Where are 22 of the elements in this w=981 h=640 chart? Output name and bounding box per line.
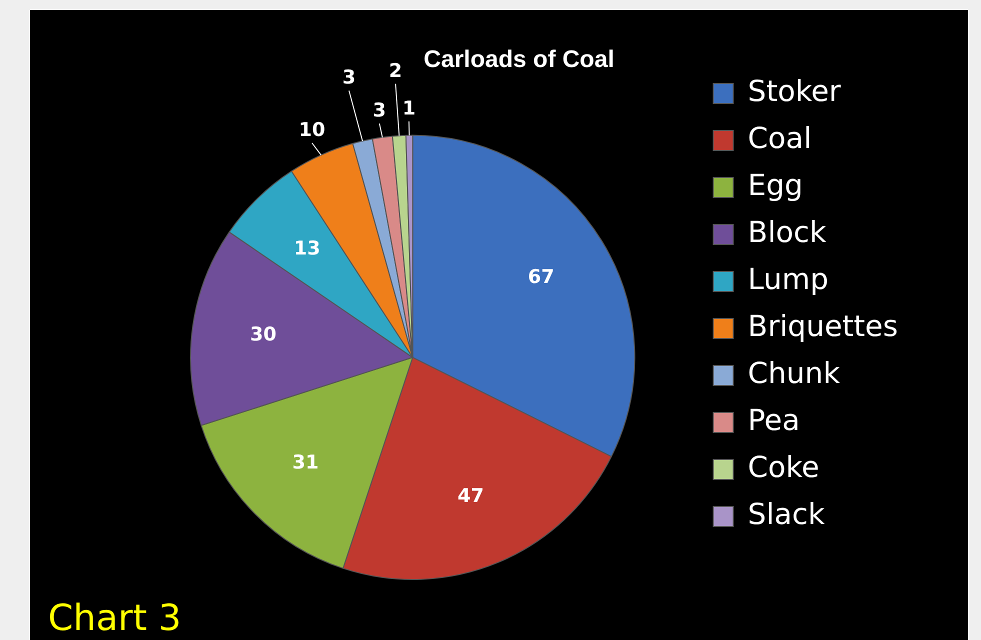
- legend-label: Briquettes: [748, 309, 898, 344]
- data-label: 47: [457, 484, 484, 507]
- legend-label: Chunk: [748, 356, 840, 390]
- legend-label: Lump: [748, 262, 828, 296]
- data-label: 67: [528, 266, 554, 288]
- legend-label: Slack: [748, 497, 825, 532]
- data-label: 1: [402, 97, 416, 120]
- legend-label: Coke: [748, 450, 820, 484]
- caption: Chart 3: [48, 598, 182, 639]
- data-label: 13: [294, 237, 320, 260]
- legend-label: Block: [748, 215, 826, 250]
- legend-label: Stoker: [748, 74, 841, 108]
- data-label: 31: [292, 452, 319, 474]
- data-label: 2: [388, 60, 402, 82]
- legend-label: Pea: [748, 403, 800, 438]
- legend-label: Egg: [748, 168, 803, 202]
- chart-title: Carloads of Coal: [424, 46, 614, 74]
- data-label: 30: [250, 324, 276, 346]
- legend-label: Coal: [748, 121, 812, 156]
- data-label: 3: [372, 100, 386, 122]
- data-label: 3: [342, 66, 356, 89]
- data-label: 10: [298, 118, 326, 141]
